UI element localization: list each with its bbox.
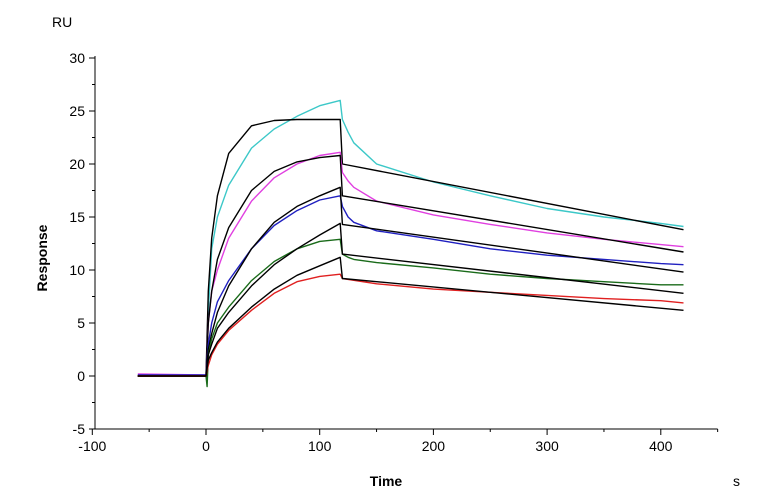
x-tick-label: 0: [202, 438, 210, 454]
x-axis-label: Time: [370, 473, 403, 489]
x-tick-label: 200: [422, 438, 446, 454]
x-tick-label: -100: [78, 438, 106, 454]
y-tick-label: 30: [69, 50, 85, 66]
fit-curve-3: [137, 154, 684, 377]
y-tick-label: 15: [69, 209, 85, 225]
measured-curve-4: [137, 195, 684, 377]
y-unit-label: RU: [52, 14, 72, 30]
x-tick-label: 400: [649, 438, 673, 454]
x-unit-label: s: [733, 473, 740, 489]
fit-curve-9: [137, 256, 684, 377]
y-tick-label: 20: [69, 156, 85, 172]
y-tick-label: 0: [77, 368, 85, 384]
y-tick-label: -5: [73, 421, 86, 437]
fit-curve-5: [137, 186, 684, 377]
fit-curve-7: [137, 222, 684, 377]
x-tick-label: 300: [535, 438, 559, 454]
measured-curve-0: [137, 99, 684, 377]
measured-curve-8: [137, 273, 684, 377]
x-tick-label: 100: [308, 438, 332, 454]
y-tick-label: 25: [69, 103, 85, 119]
y-tick-label: 5: [77, 315, 85, 331]
y-tick-label: 10: [69, 262, 85, 278]
y-axis-label: Response: [34, 224, 50, 291]
fit-curve-1: [137, 118, 684, 377]
